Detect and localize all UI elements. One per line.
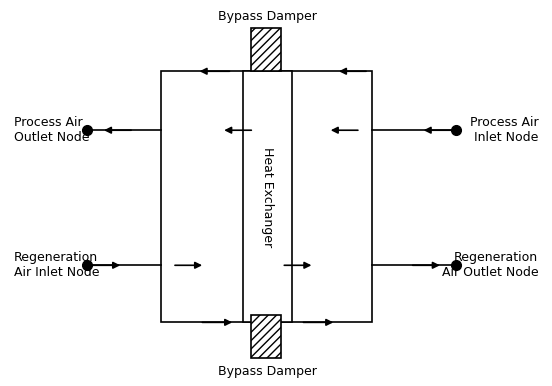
Text: Heat Exchanger: Heat Exchanger — [261, 147, 274, 247]
Text: Process Air
Outlet Node: Process Air Outlet Node — [14, 116, 89, 144]
Text: Bypass Damper: Bypass Damper — [219, 364, 317, 378]
Bar — [251, 315, 282, 359]
Bar — [243, 71, 293, 322]
Text: Regeneration
Air Outlet Node: Regeneration Air Outlet Node — [442, 251, 538, 279]
Text: Regeneration
Air Inlet Node: Regeneration Air Inlet Node — [14, 251, 99, 279]
Text: Bypass Damper: Bypass Damper — [219, 10, 317, 23]
Text: Process Air
Inlet Node: Process Air Inlet Node — [470, 116, 538, 144]
Bar — [161, 71, 371, 322]
Bar — [251, 27, 282, 71]
